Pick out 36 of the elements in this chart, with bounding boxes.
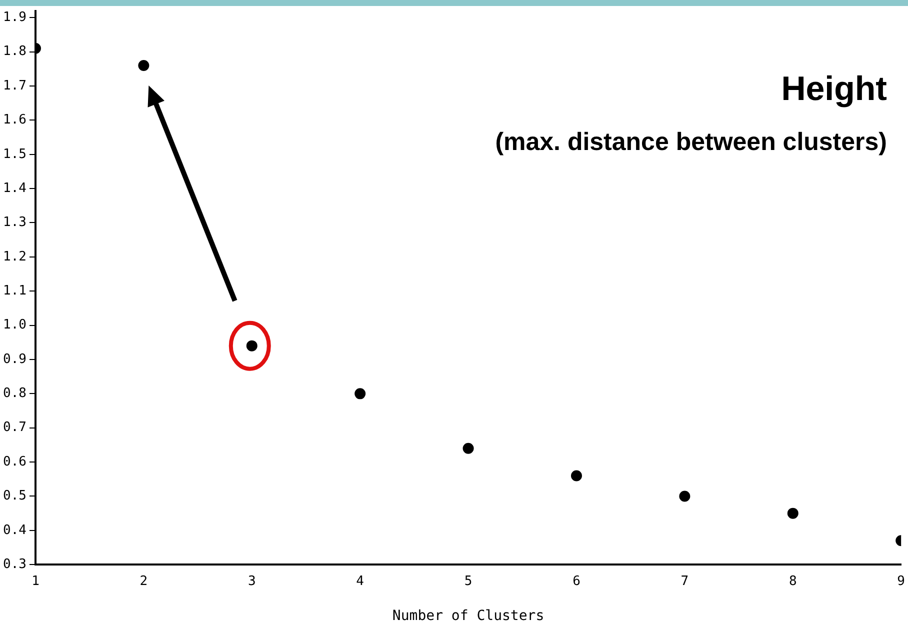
point [354, 388, 366, 400]
x-tick-label: 9 [897, 574, 905, 589]
x-tick-label: 8 [788, 574, 797, 589]
y-tick-label: 0.3 [2, 556, 26, 572]
y-tick-label: 1.8 [2, 44, 26, 60]
annotation: (max. distance between clusters) [495, 128, 887, 156]
x-tick-label: 5 [464, 574, 472, 589]
y-tick-label: 1.1 [2, 283, 26, 298]
annotation: Height [781, 70, 887, 108]
x-tick-label: 2 [140, 574, 148, 589]
point [246, 340, 258, 352]
x-tick-label: 4 [356, 574, 364, 589]
y-tick-label: 0.7 [2, 420, 26, 436]
point [787, 508, 798, 519]
y-tick-label: 0.6 [2, 454, 26, 470]
x-tick-label: 1 [32, 574, 40, 589]
point [138, 60, 150, 71]
y-tick-label: 0.5 [2, 488, 26, 504]
point [679, 490, 690, 502]
y-tick-label: 1.9 [2, 10, 26, 26]
point [570, 470, 582, 482]
y-tick-label: 0.8 [2, 386, 26, 402]
point [462, 442, 474, 454]
y-tick-label: 1.0 [2, 318, 26, 333]
y-tick-label: 1.2 [2, 249, 26, 264]
y-tick-label: 1.6 [2, 112, 26, 128]
y-tick-label: 1.4 [2, 180, 27, 196]
x-tick-label: 7 [680, 574, 689, 589]
x-tick-label: 3 [248, 574, 256, 589]
x-tick-label: 6 [572, 574, 580, 589]
y-tick-label: 0.9 [2, 352, 26, 367]
y-tick-label: 1.5 [2, 146, 26, 162]
x-axis-title: Number of Clusters [392, 608, 544, 624]
y-tick-label: 1.7 [2, 78, 26, 94]
y-tick-label: 1.3 [2, 215, 26, 230]
y-tick-label: 0.4 [2, 522, 27, 538]
